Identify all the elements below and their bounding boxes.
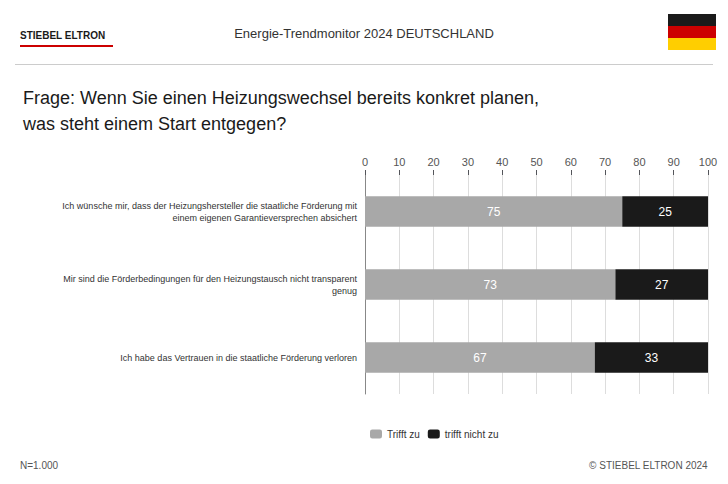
svg-text:Energie-Trendmonitor 2024 DEUT: Energie-Trendmonitor 2024 DEUTSCHLAND (234, 26, 494, 41)
svg-text:75: 75 (487, 205, 501, 219)
svg-text:Mir sind die Förderbedingungen: Mir sind die Förderbedingungen für den H… (63, 274, 357, 284)
svg-text:20: 20 (427, 156, 439, 168)
svg-text:27: 27 (655, 278, 669, 292)
svg-text:25: 25 (658, 205, 672, 219)
svg-text:67: 67 (473, 351, 487, 365)
svg-text:73: 73 (484, 278, 498, 292)
svg-text:30: 30 (462, 156, 474, 168)
svg-text:© STIEBEL ELTRON 2024: © STIEBEL ELTRON 2024 (589, 460, 708, 471)
svg-text:50: 50 (530, 156, 542, 168)
svg-text:100: 100 (699, 156, 717, 168)
svg-text:STIEBEL ELTRON: STIEBEL ELTRON (20, 30, 105, 41)
svg-text:trifft nicht zu: trifft nicht zu (445, 429, 499, 440)
svg-text:70: 70 (599, 156, 611, 168)
svg-text:einem eigenen Garantieversprec: einem eigenen Garantieversprechen absich… (172, 213, 357, 223)
svg-text:60: 60 (565, 156, 577, 168)
svg-text:Trifft zu: Trifft zu (387, 429, 420, 440)
svg-text:was steht einem Start entgegen: was steht einem Start entgegen? (22, 114, 286, 134)
svg-text:10: 10 (393, 156, 405, 168)
svg-text:N=1.000: N=1.000 (20, 460, 59, 471)
svg-text:genug: genug (332, 286, 357, 296)
svg-text:33: 33 (645, 351, 659, 365)
svg-text:40: 40 (496, 156, 508, 168)
svg-text:90: 90 (668, 156, 680, 168)
svg-text:Frage: Wenn Sie einen Heizungs: Frage: Wenn Sie einen Heizungswechsel be… (23, 88, 539, 108)
svg-text:Ich habe das Vertrauen in die: Ich habe das Vertrauen in die staatliche… (120, 353, 357, 363)
svg-text:0: 0 (362, 156, 368, 168)
svg-text:Ich wünsche mir, dass der Heiz: Ich wünsche mir, dass der Heizungsherste… (62, 201, 357, 211)
svg-text:80: 80 (633, 156, 645, 168)
